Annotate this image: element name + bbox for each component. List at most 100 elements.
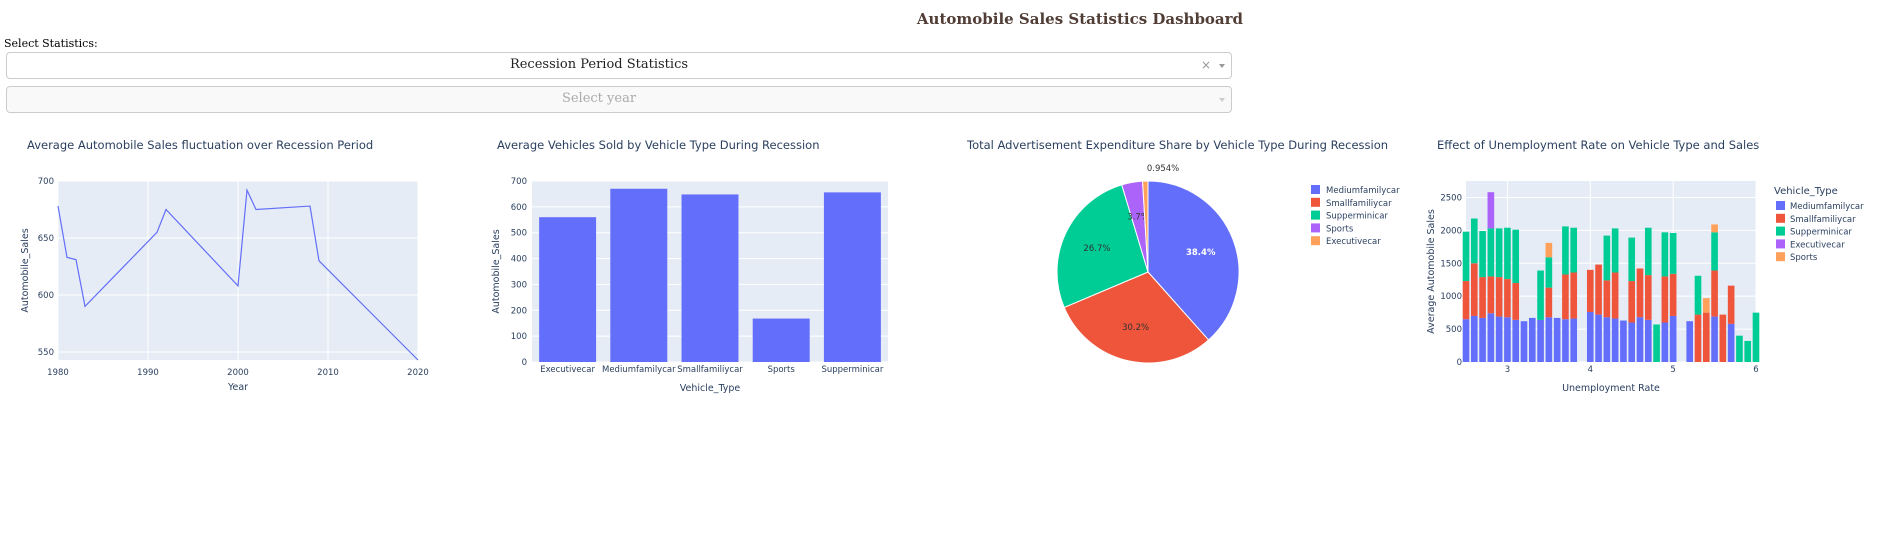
pie-percent-label: 30.2%	[1122, 323, 1149, 333]
bar-segment-smallfamiliycar	[1570, 272, 1578, 319]
legend-label: Sports	[1326, 224, 1354, 234]
line-chart-sales-over-recession: Average Automobile Sales fluctuation ove…	[20, 138, 429, 393]
bar-segment-mediumfamilycar	[1727, 323, 1735, 362]
legend-swatch-supperminicar	[1776, 226, 1785, 236]
pie-slice-mediumfamilycar	[1147, 180, 1240, 341]
page-title: Automobile Sales Statistics Dashboard	[916, 10, 1244, 28]
bar-segment-smallfamiliycar	[1545, 287, 1553, 318]
bar-segment-mediumfamilycar	[1636, 317, 1644, 362]
x-tick-label: Mediumfamilycar	[602, 365, 676, 375]
clear-icon[interactable]: ×	[1200, 58, 1211, 72]
bar-segment-smallfamiliycar	[1470, 263, 1478, 316]
pie-slice-smallfamiliycar	[1063, 271, 1210, 364]
bar-segment-smallfamiliycar	[1462, 281, 1470, 320]
x-axis-title: Unemployment Rate	[1562, 383, 1660, 394]
bar-segment-supperminicar	[1711, 232, 1718, 271]
sales-line	[57, 187, 419, 361]
bar-segment-smallfamiliycar	[1495, 277, 1503, 317]
bar-segment-sports	[1711, 224, 1718, 233]
bar-mediumfamilycar	[610, 188, 668, 362]
legend-label: Sports	[1790, 253, 1818, 263]
chevron-down-icon[interactable]	[1219, 98, 1225, 102]
year-dropdown-placeholder: Select year	[561, 91, 637, 106]
y-tick-label: 700	[38, 177, 54, 187]
bar-segment-mediumfamilycar	[1586, 311, 1594, 362]
bar-segment-smallfamiliycar	[1562, 274, 1569, 320]
bar-segment-smallfamiliycar	[1479, 277, 1486, 318]
chevron-down-icon[interactable]	[1219, 64, 1225, 68]
bar-segment-mediumfamilycar	[1470, 315, 1478, 362]
bar-segment-mediumfamilycar	[1504, 317, 1511, 362]
bar-segment-supperminicar	[1562, 226, 1569, 275]
bar-segment-mediumfamilycar	[1553, 317, 1561, 362]
chart-title: Effect of Unemployment Rate on Vehicle T…	[1437, 138, 1759, 152]
bar-segment-supperminicar	[1644, 227, 1652, 276]
bar-segment-supperminicar	[1752, 312, 1760, 362]
bar-segment-supperminicar	[1487, 228, 1495, 277]
bar-segment-mediumfamilycar	[1537, 319, 1544, 362]
bar-segment-mediumfamilycar	[1711, 316, 1718, 362]
y-tick-label: 300	[511, 280, 527, 290]
bar-segment-smallfamiliycar	[1611, 272, 1619, 319]
legend-label: Supperminicar	[1790, 228, 1852, 238]
y-tick-label: 200	[511, 306, 527, 316]
bar-segment-mediumfamilycar	[1620, 320, 1627, 362]
bar-sports	[752, 318, 810, 362]
pie-percent-label: 3.7%	[1127, 212, 1149, 222]
x-tick-label: 2000	[227, 368, 249, 378]
bar-segment-mediumfamilycar	[1603, 317, 1611, 362]
bar-segment-supperminicar	[1495, 228, 1503, 278]
bar-segment-smallfamiliycar	[1661, 276, 1669, 323]
bar-smallfamiliycar	[681, 194, 739, 362]
bar-segment-mediumfamilycar	[1644, 319, 1652, 362]
pie-percent-label: 38.4%	[1186, 248, 1216, 258]
x-tick-label: 3	[1505, 365, 1510, 375]
bar-segment-mediumfamilycar	[1611, 318, 1619, 362]
bar-segment-mediumfamilycar	[1661, 322, 1669, 362]
bar-segment-mediumfamilycar	[1462, 319, 1470, 362]
bar-segment-mediumfamilycar	[1669, 315, 1677, 362]
bar-segment-smallfamiliycar	[1644, 275, 1652, 320]
bar-segment-smallfamiliycar	[1719, 314, 1727, 362]
legend-swatch-mediumfamilycar	[1311, 185, 1320, 194]
bar-segment-mediumfamilycar	[1545, 317, 1553, 362]
legend-swatch-sports	[1776, 252, 1785, 262]
stacked-bar-chart-unemployment-effect: Effect of Unemployment Rate on Vehicle T…	[1426, 138, 1864, 394]
legend-swatch-smallfamiliycar	[1311, 197, 1320, 207]
legend-swatch-executivecar	[1311, 236, 1320, 246]
pie-slice-executivecar	[1142, 180, 1149, 273]
y-tick-label: 550	[38, 348, 54, 358]
bar-segment-executivecar	[1487, 192, 1495, 229]
bar-segment-supperminicar	[1570, 227, 1578, 273]
statistics-dropdown[interactable]: Recession Period Statistics ×	[6, 52, 1232, 79]
bar-segment-supperminicar	[1744, 340, 1752, 362]
bar-segment-smallfamiliycar	[1694, 314, 1702, 362]
x-tick-label: 6	[1753, 365, 1758, 375]
legend-label: Smallfamiliycar	[1326, 199, 1392, 209]
bar-segment-supperminicar	[1611, 228, 1619, 273]
legend-label: Supperminicar	[1326, 212, 1388, 222]
y-axis-title: Average Automobile Sales	[1426, 209, 1437, 334]
legend-label: Smallfamiliycar	[1790, 215, 1856, 225]
legend-swatch-supperminicar	[1311, 210, 1320, 220]
chart-title: Average Vehicles Sold by Vehicle Type Du…	[497, 138, 820, 152]
bar-segment-mediumfamilycar	[1628, 322, 1636, 362]
bar-segment-smallfamiliycar	[1603, 280, 1611, 318]
y-tick-label: 0	[522, 358, 527, 368]
bar-segment-mediumfamilycar	[1487, 313, 1495, 362]
chart-title: Average Automobile Sales fluctuation ove…	[27, 138, 373, 152]
bar-segment-sports	[1702, 298, 1710, 313]
statistics-label: Select Statistics:	[4, 37, 98, 50]
chart-title: Total Advertisement Expenditure Share by…	[966, 138, 1388, 152]
legend-label: Executivecar	[1790, 240, 1845, 250]
bar-segment-smallfamiliycar	[1504, 279, 1511, 318]
y-tick-label: 650	[38, 234, 54, 244]
bar-segment-smallfamiliycar	[1636, 268, 1644, 318]
x-axis-title: Vehicle_Type	[680, 383, 741, 394]
y-tick-label: 0	[1457, 358, 1462, 368]
pie-percent-label: 0.954%	[1147, 164, 1179, 174]
bar-segment-supperminicar	[1462, 231, 1470, 282]
bar-segment-supperminicar	[1545, 257, 1553, 288]
year-dropdown[interactable]: Select year	[6, 86, 1232, 113]
legend-label: Executivecar	[1326, 237, 1381, 247]
